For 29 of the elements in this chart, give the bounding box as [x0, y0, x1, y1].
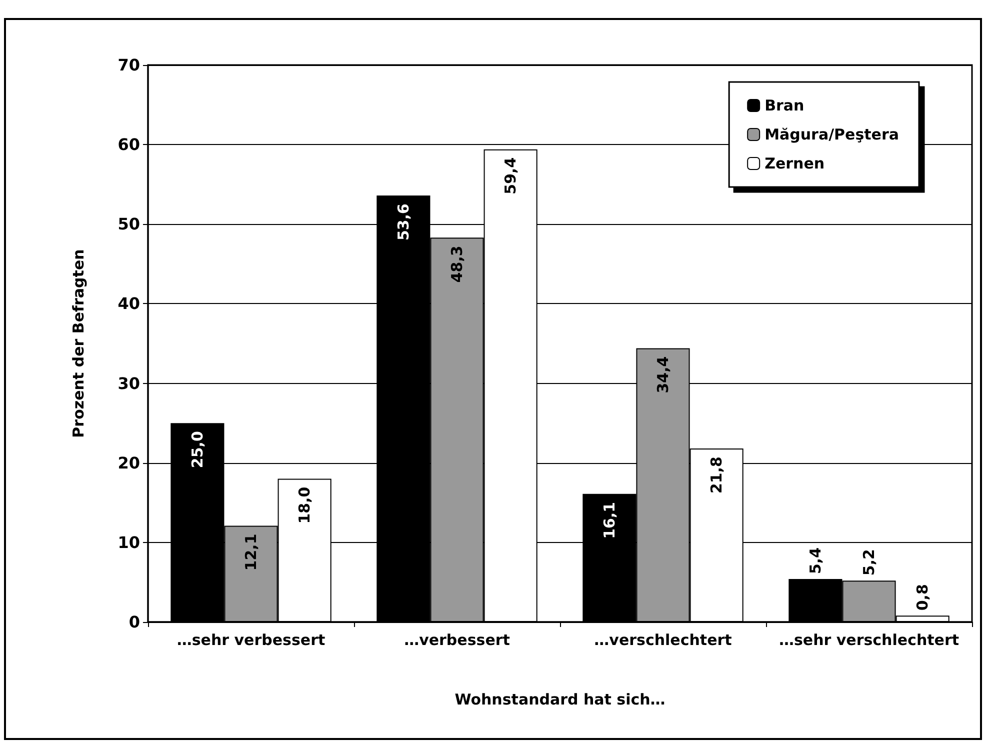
data-label: 25,0 — [188, 431, 206, 468]
x-tick-label: …verbessert — [404, 631, 510, 649]
y-tick-label: 0 — [128, 612, 140, 632]
data-label: 18,0 — [296, 486, 314, 524]
data-label: 21,8 — [708, 456, 726, 494]
data-label: 12,1 — [242, 534, 260, 571]
y-tick-label: 70 — [118, 56, 140, 74]
legend-label: Bran — [764, 96, 804, 114]
legend-label: Zernen — [764, 154, 825, 172]
x-tick-label: …sehr verschlechtert — [778, 631, 960, 649]
data-label: 0,8 — [914, 584, 932, 611]
data-label: 59,4 — [502, 157, 520, 194]
y-tick-label: 30 — [118, 374, 140, 393]
y-axis-title: Prozent der Befragten — [70, 249, 88, 438]
x-tick-label: …verschlechtert — [594, 631, 732, 649]
data-label: 48,3 — [448, 246, 466, 283]
data-label: 53,6 — [394, 203, 412, 241]
data-label: 34,4 — [654, 356, 672, 394]
data-label: 16,1 — [600, 502, 618, 539]
legend-label: Măgura/Peştera — [764, 126, 899, 144]
y-tick-label: 60 — [118, 135, 140, 154]
x-tick-label: …sehr verbessert — [176, 631, 326, 649]
y-tick-label: 10 — [118, 532, 140, 552]
x-axis-title: Wohnstandard hat sich… — [454, 690, 666, 708]
data-label: 5,4 — [806, 547, 824, 574]
y-tick-label: 20 — [118, 453, 140, 472]
data-label: 5,2 — [860, 549, 878, 576]
y-tick-label: 50 — [118, 214, 140, 234]
y-tick-label: 40 — [118, 294, 140, 314]
